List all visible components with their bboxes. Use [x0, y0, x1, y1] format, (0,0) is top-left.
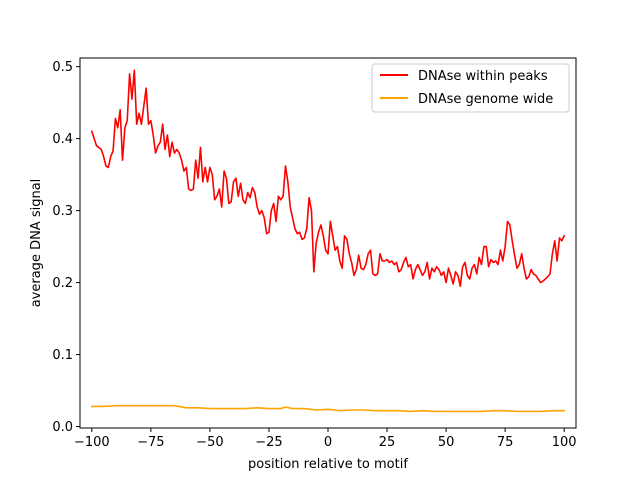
y-tick-label: 0.4: [52, 132, 73, 147]
y-tick-label: 0.1: [52, 348, 73, 363]
x-tick-label: 25: [379, 435, 396, 450]
y-axis-title: average DNA signal: [29, 179, 44, 308]
x-tick-label: 100: [552, 435, 577, 450]
series-line-within-peaks: [90, 69, 566, 287]
legend-label-genome-wide: DNAse genome wide: [418, 92, 553, 107]
x-tick-label: 75: [497, 435, 514, 450]
x-tick-label: −75: [137, 435, 164, 450]
series-line-genome-wide: [91, 404, 565, 413]
y-tick-label: 0.2: [52, 276, 73, 291]
series-layer: [90, 69, 566, 413]
x-tick-label: 50: [438, 435, 455, 450]
legend: DNAse within peaks DNAse genome wide: [371, 63, 570, 113]
x-axis-title: position relative to motif: [248, 457, 408, 472]
axes-layer: −100 −75 −50 −25 0 25 50 75 100 0.0 0.1 0.2 0.3 0.4 0.…: [52, 60, 576, 450]
x-tick-label: −50: [196, 435, 223, 450]
legend-box: [371, 63, 570, 113]
x-tick-label: −25: [255, 435, 282, 450]
x-tick-label: 0: [324, 435, 332, 450]
y-tick-label: 0.3: [52, 204, 73, 219]
y-tick-label: 0.0: [52, 420, 73, 435]
y-tick-label: 0.5: [52, 60, 73, 75]
x-tick-label: −100: [74, 435, 110, 450]
plot-frame: [79, 57, 577, 429]
legend-label-within-peaks: DNAse within peaks: [418, 69, 548, 84]
